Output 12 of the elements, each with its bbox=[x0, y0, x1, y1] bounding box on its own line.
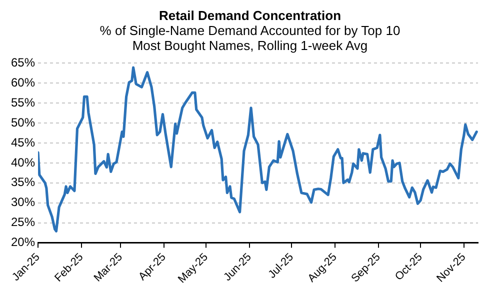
y-tick-label: 25% bbox=[10, 215, 36, 230]
y-tick-label: 40% bbox=[10, 155, 36, 170]
y-tick-label: 65% bbox=[10, 56, 36, 70]
y-tick-label: 30% bbox=[10, 195, 36, 210]
y-tick-label: 60% bbox=[10, 75, 36, 90]
chart-subtitle: % of Single-Name Demand Accounted for by Top 10 Most Bought Names, Rolling 1-week Avg bbox=[98, 23, 402, 53]
y-tick-label: 20% bbox=[10, 235, 36, 250]
y-tick-label: 45% bbox=[10, 135, 36, 150]
chart-title: Retail Demand Concentration bbox=[158, 8, 342, 23]
y-tick-label: 55% bbox=[10, 95, 36, 110]
y-tick-label: 35% bbox=[10, 175, 36, 190]
y-tick-label: 50% bbox=[10, 115, 36, 130]
